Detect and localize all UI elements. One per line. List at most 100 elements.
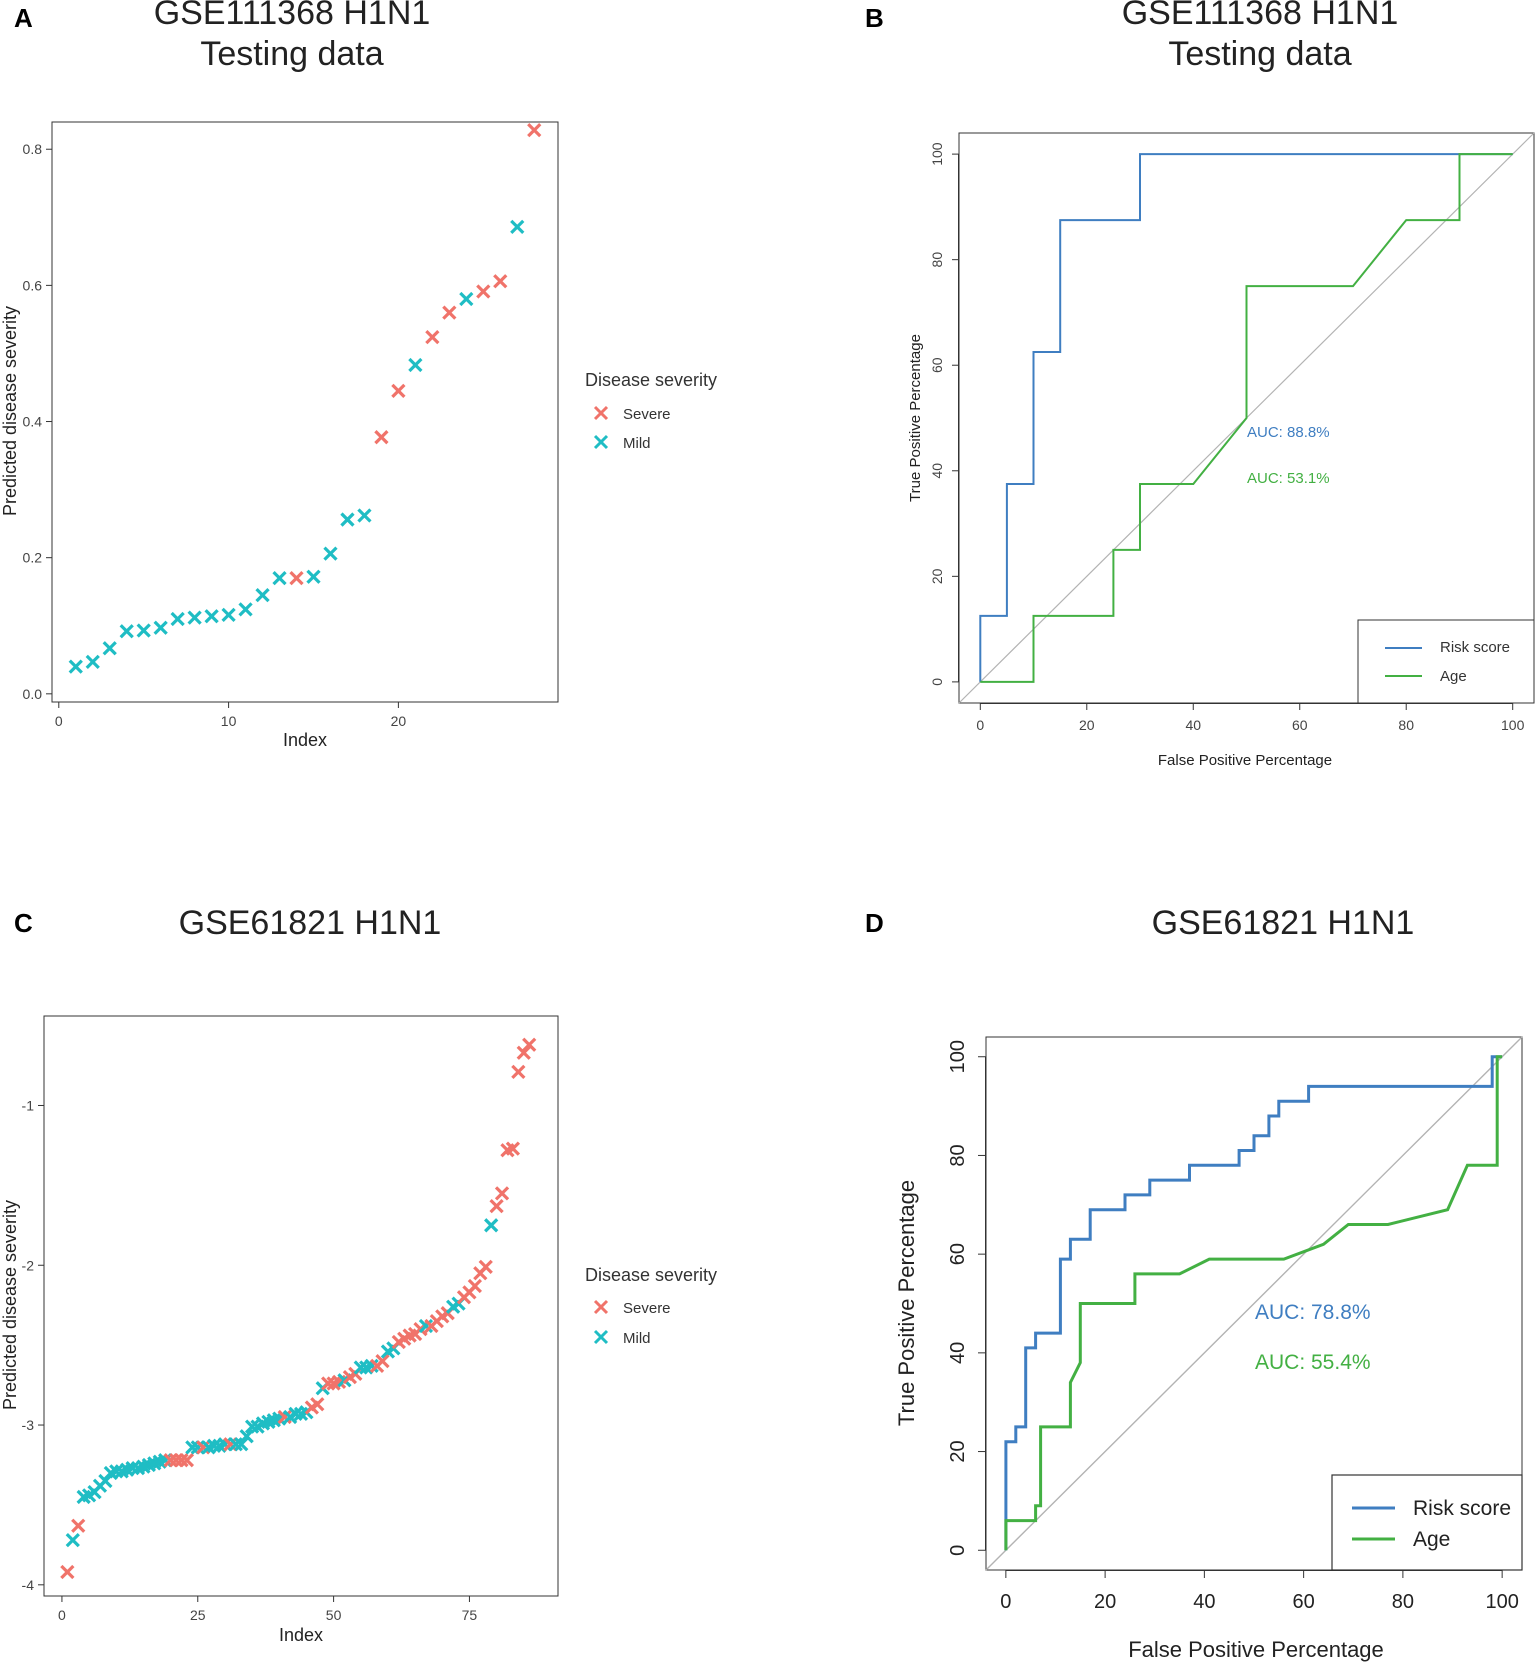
point-severe <box>425 329 440 345</box>
pd-x-tick-label: 100 <box>1485 1591 1518 1613</box>
panel-c-legend-severe: Severe <box>623 1300 671 1317</box>
point-severe <box>511 1064 526 1080</box>
panel-c-legend-mild-marker <box>593 1329 609 1345</box>
pd-y-tick-label: 80 <box>947 1144 969 1166</box>
point-mild <box>418 1318 434 1334</box>
point-severe <box>310 1397 325 1412</box>
point-mild <box>187 610 202 625</box>
point-severe <box>391 383 406 399</box>
panel-d-legend-box <box>1331 1474 1523 1571</box>
point-severe <box>489 1199 504 1214</box>
point-mild <box>185 1440 200 1455</box>
panel-b: B GSE111368 H1N1 Testing data 0 20 40 60 80 1… <box>865 0 1535 769</box>
point-mild <box>68 659 83 674</box>
point-mild <box>85 654 100 669</box>
panel-c: C GSE61821 H1N1 0 25 50 75 -4 -3 -2 -1 Index P… <box>0 904 717 1645</box>
pa-legend-mild-x <box>593 434 609 450</box>
pd-y-tick-label: 40 <box>947 1342 969 1364</box>
panel-b-legend-box <box>1357 619 1535 704</box>
pc-y-tick-label: -3 <box>22 1417 35 1433</box>
point-severe <box>476 284 491 299</box>
pb-x-tick-label: 40 <box>1185 717 1201 733</box>
pa-y-tick-label: 0.4 <box>23 414 43 430</box>
panel-b-x-ticks: 0 20 40 60 80 100 <box>976 703 1525 733</box>
point-mild <box>484 1218 499 1233</box>
panel-d-x-ticks: 0 20 40 60 80 100 <box>1000 1570 1519 1613</box>
panel-b-legend: Risk score Age <box>1357 619 1535 704</box>
pb-y-tick-label: 60 <box>929 357 945 373</box>
pd-y-tick-label: 20 <box>947 1440 969 1462</box>
panel-c-x-label: Index <box>279 1625 323 1645</box>
point-severe <box>505 1141 521 1156</box>
panel-c-legend-title: Disease severity <box>585 1265 717 1285</box>
pa-y-tick-label: 0.6 <box>23 277 43 293</box>
panel-b-auc-risk-score: AUC: 88.8% <box>1247 424 1330 441</box>
panel-a-legend-mild-marker <box>593 434 609 450</box>
panel-d-y-ticks: 0 20 40 60 80 100 <box>947 1040 986 1556</box>
panel-c-points <box>60 1037 537 1580</box>
panel-a-letter: A <box>14 3 33 33</box>
panel-c-letter: C <box>14 908 33 938</box>
pb-y-tick-label: 100 <box>929 142 945 166</box>
point-severe <box>168 1453 184 1468</box>
panel-a-legend-severe-marker <box>593 405 609 421</box>
point-mild <box>98 1473 113 1489</box>
point-severe <box>289 570 304 586</box>
panel-c-plot-frame <box>43 1015 559 1597</box>
point-severe <box>493 274 508 289</box>
point-mild <box>272 570 287 586</box>
pa-x-tick-label: 0 <box>55 713 63 729</box>
panel-a-title: GSE111368 H1N1 <box>154 0 431 32</box>
panel-b-letter: B <box>865 3 884 33</box>
point-mild <box>204 609 219 624</box>
point-mild <box>190 1440 205 1455</box>
point-severe <box>522 1037 537 1052</box>
panel-a-plot-frame <box>51 121 559 703</box>
pb-y-tick-label: 80 <box>929 252 945 268</box>
point-mild <box>158 1453 173 1468</box>
pb-x-tick-label: 100 <box>1501 717 1525 733</box>
point-severe <box>179 1453 195 1468</box>
point-mild <box>459 291 474 307</box>
panel-c-y-label: Predicted disease severity <box>0 1200 20 1410</box>
pc-x-tick-label: 75 <box>462 1607 478 1623</box>
point-mild <box>238 602 253 617</box>
point-mild <box>136 623 151 638</box>
panel-b-legend-risk-score: Risk score <box>1440 639 1510 656</box>
point-severe <box>442 305 457 320</box>
point-mild <box>244 1419 260 1434</box>
point-severe <box>467 1278 483 1294</box>
panel-c-legend-mild: Mild <box>623 1330 651 1347</box>
panel-a-legend-severe: Severe <box>623 406 671 423</box>
pc-y-tick-label: -4 <box>22 1577 35 1593</box>
point-mild <box>206 1438 222 1453</box>
panel-a-legend-mild: Mild <box>623 435 651 452</box>
pa-y-tick-label: 0.2 <box>23 550 43 566</box>
pc-legend-severe-x <box>593 1299 609 1315</box>
panel-d-diagonal <box>985 1036 1523 1571</box>
panel-d-age-line <box>1004 1055 1503 1551</box>
panel-b-title: GSE111368 H1N1 <box>1122 0 1399 32</box>
panel-a-y-ticks: 0.0 0.2 0.4 0.6 0.8 <box>23 141 52 702</box>
panel-d-title: GSE61821 H1N1 <box>1152 904 1415 942</box>
pd-x-tick-label: 40 <box>1193 1591 1215 1613</box>
panel-d-auc-age: AUC: 55.4% <box>1255 1351 1371 1374</box>
pa-x-tick-label: 20 <box>391 713 407 729</box>
pc-legend-mild-x <box>593 1329 609 1345</box>
panel-b-age-line <box>980 153 1513 683</box>
panel-a: A GSE111368 H1N1 Testing data 0 10 20 0.00… <box>0 0 717 750</box>
point-severe <box>196 1440 211 1455</box>
panel-b-y-ticks: 0 20 40 60 80 100 <box>929 142 959 686</box>
point-severe <box>374 430 389 445</box>
pa-y-tick-label: 0.0 <box>23 686 43 702</box>
panel-a-x-ticks: 0 10 20 <box>55 702 406 729</box>
point-mild <box>234 1437 249 1452</box>
panel-b-y-label: True Positive Percentage <box>907 334 924 502</box>
pc-y-tick-label: -1 <box>22 1097 35 1113</box>
panel-b-auc-age: AUC: 53.1% <box>1247 470 1330 487</box>
point-mild <box>364 1358 379 1374</box>
panel-d-x-label: False Positive Percentage <box>1128 1637 1384 1662</box>
point-severe <box>516 1045 531 1060</box>
pd-x-tick-label: 60 <box>1293 1591 1315 1613</box>
point-severe <box>321 1376 336 1391</box>
